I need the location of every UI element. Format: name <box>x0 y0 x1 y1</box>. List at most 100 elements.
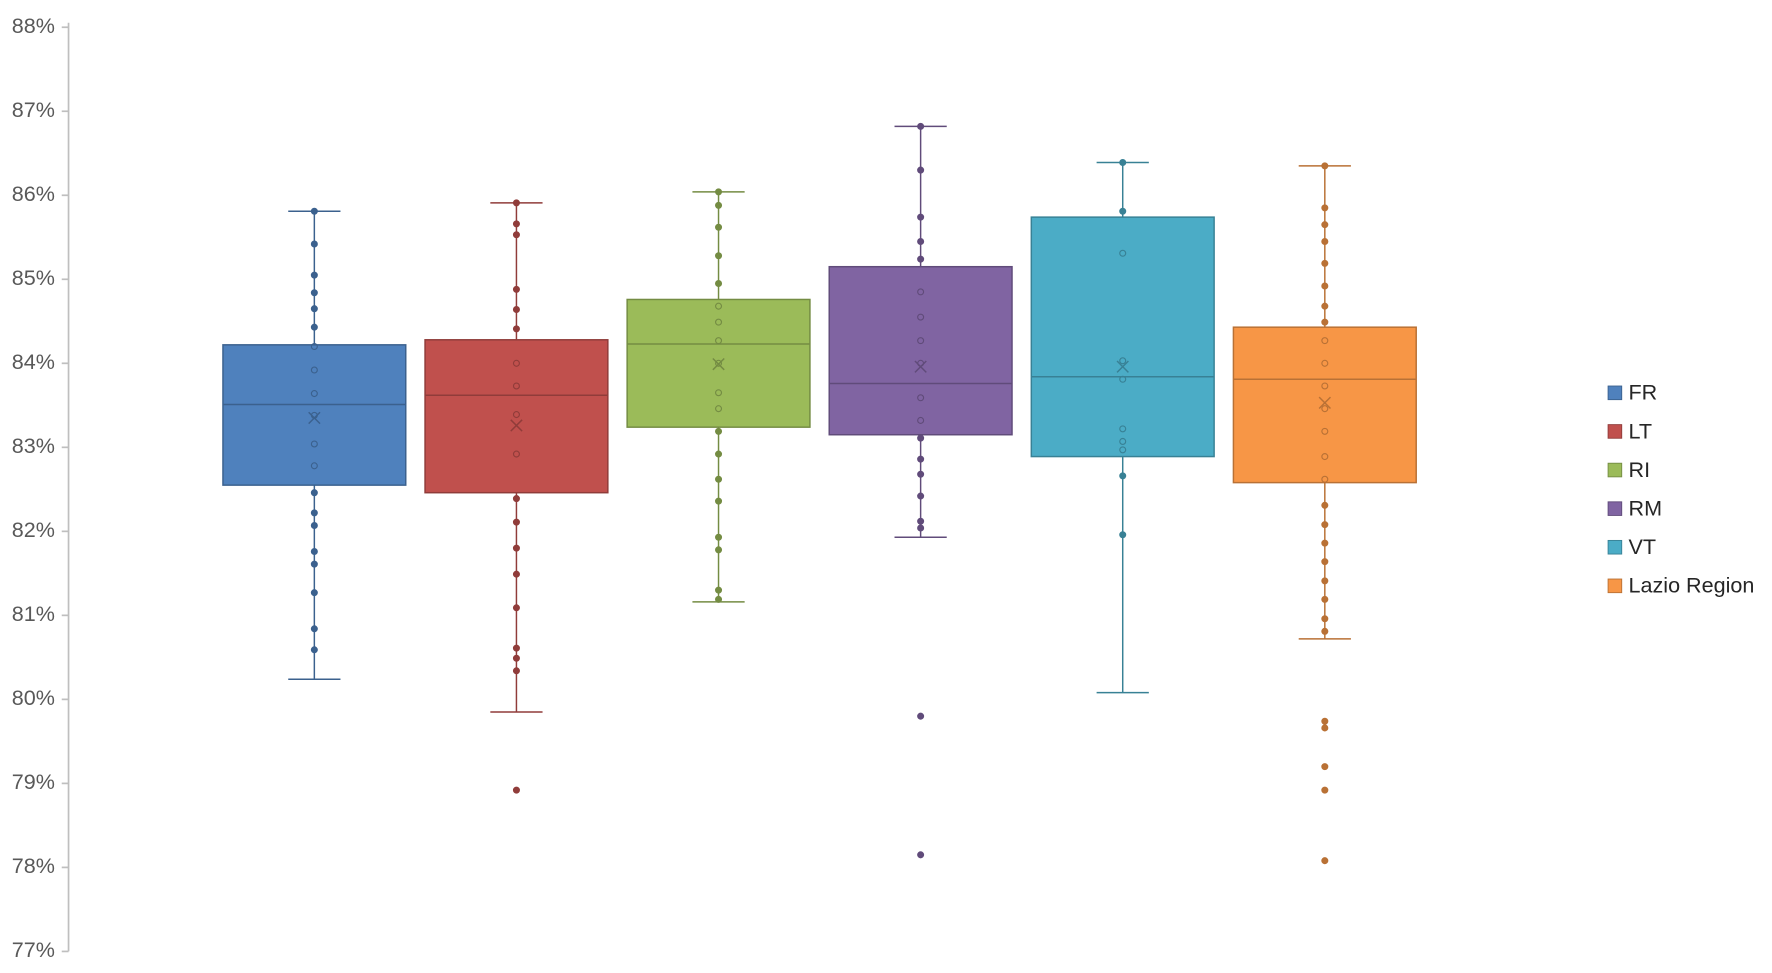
data-point <box>512 450 520 458</box>
data-point <box>310 547 318 556</box>
box-group <box>222 207 407 680</box>
data-point <box>715 318 723 326</box>
data-point <box>1119 531 1127 539</box>
legend-swatch <box>1607 501 1623 516</box>
data-point <box>1321 204 1329 212</box>
data-point <box>310 462 318 470</box>
mean-marker <box>510 419 523 432</box>
data-point <box>1321 627 1329 635</box>
data-point <box>1321 427 1329 435</box>
data-point <box>310 240 318 248</box>
data-point <box>715 337 723 345</box>
data-point <box>917 517 925 525</box>
data-point <box>1321 615 1329 623</box>
data-point <box>1321 717 1329 725</box>
data-point <box>310 440 318 448</box>
data-point <box>512 604 520 612</box>
y-tick-label: 77% <box>12 937 55 962</box>
box-group <box>828 122 1013 859</box>
legend-label: Lazio Region <box>1629 573 1755 598</box>
legend-label: RM <box>1629 495 1663 520</box>
data-point <box>715 497 723 505</box>
data-point <box>512 359 520 367</box>
y-tick-label: 82% <box>12 517 55 542</box>
data-point <box>1119 158 1127 167</box>
data-point <box>1321 237 1329 246</box>
data-point <box>715 427 723 435</box>
data-point <box>1321 359 1329 367</box>
data-point <box>917 470 925 478</box>
data-point <box>1321 302 1329 310</box>
data-point <box>310 411 318 419</box>
data-point <box>310 390 318 398</box>
data-point <box>1321 724 1329 732</box>
data-point <box>512 411 520 419</box>
data-point <box>917 851 925 859</box>
legend-swatch <box>1607 462 1623 478</box>
y-tick-label: 79% <box>12 769 55 794</box>
data-point <box>512 382 520 390</box>
data-point <box>1321 521 1329 529</box>
data-point <box>1119 207 1127 215</box>
data-point <box>1321 337 1329 345</box>
data-point <box>1321 558 1329 566</box>
mean-marker <box>712 357 725 371</box>
data-point <box>512 667 520 675</box>
data-point <box>917 313 925 321</box>
data-point <box>1321 595 1329 603</box>
data-point <box>310 625 318 633</box>
data-point <box>310 489 318 497</box>
legend-label: RI <box>1629 457 1651 482</box>
y-tick-label: 88% <box>12 13 55 38</box>
box-group <box>1232 162 1417 865</box>
data-point <box>917 712 925 720</box>
data-point <box>1119 437 1127 445</box>
data-point <box>512 644 520 652</box>
data-point <box>1321 282 1329 290</box>
data-point <box>917 524 925 532</box>
data-point <box>310 323 318 331</box>
data-point <box>512 495 520 503</box>
data-point <box>310 560 318 568</box>
data-point <box>1321 539 1329 547</box>
data-point <box>1119 249 1127 257</box>
data-point <box>715 450 723 458</box>
data-point <box>917 213 925 221</box>
data-point <box>1321 405 1329 413</box>
mean-marker <box>1116 360 1129 373</box>
legend-swatch <box>1607 539 1623 555</box>
data-point <box>1321 857 1329 865</box>
data-point <box>1321 475 1329 483</box>
data-point <box>310 509 318 517</box>
data-point <box>1321 318 1329 326</box>
y-tick-label: 80% <box>12 685 55 710</box>
data-point <box>310 342 318 351</box>
box <box>222 344 407 486</box>
data-point <box>1119 375 1127 383</box>
data-point <box>715 533 723 541</box>
data-point <box>512 544 520 552</box>
data-point <box>917 237 925 246</box>
data-point <box>310 289 318 297</box>
box-group <box>626 188 811 603</box>
data-point <box>512 786 520 794</box>
data-point <box>1321 786 1329 794</box>
data-point <box>512 220 520 228</box>
y-tick-label: 83% <box>12 433 55 458</box>
mean-marker <box>1318 396 1332 410</box>
data-point <box>715 595 723 603</box>
legend-label: VT <box>1629 534 1657 559</box>
data-point <box>917 255 925 263</box>
data-point <box>715 302 723 310</box>
box-group <box>424 199 609 794</box>
data-point <box>512 199 520 207</box>
data-point <box>1321 763 1329 771</box>
data-point <box>1321 221 1329 229</box>
y-tick-label: 81% <box>12 601 55 626</box>
data-point <box>715 586 723 594</box>
data-point <box>917 337 925 345</box>
legend-swatch <box>1607 424 1623 439</box>
data-point <box>512 306 520 314</box>
data-point <box>1119 425 1127 433</box>
